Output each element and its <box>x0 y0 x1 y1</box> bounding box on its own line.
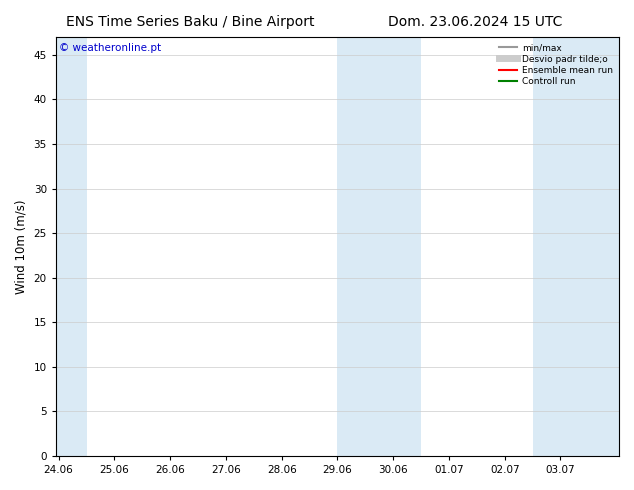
Text: Dom. 23.06.2024 15 UTC: Dom. 23.06.2024 15 UTC <box>388 15 563 29</box>
Text: © weatheronline.pt: © weatheronline.pt <box>59 43 161 53</box>
Bar <box>56 37 86 456</box>
Text: ENS Time Series Baku / Bine Airport: ENS Time Series Baku / Bine Airport <box>66 15 314 29</box>
Bar <box>337 37 421 456</box>
Y-axis label: Wind 10m (m/s): Wind 10m (m/s) <box>15 199 28 294</box>
Legend: min/max, Desvio padr tilde;o, Ensemble mean run, Controll run: min/max, Desvio padr tilde;o, Ensemble m… <box>497 42 614 88</box>
Bar <box>533 37 619 456</box>
